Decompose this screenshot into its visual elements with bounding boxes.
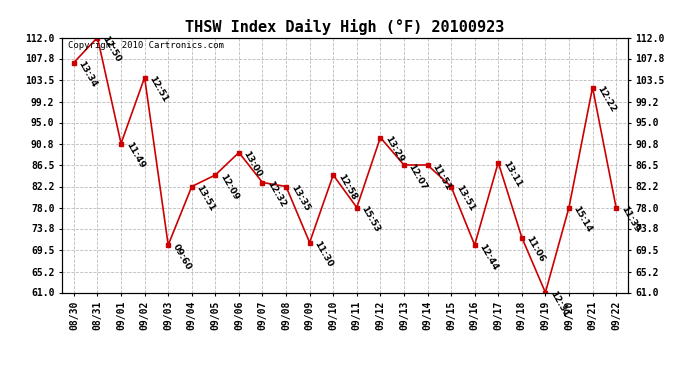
Text: 12:09: 12:09 <box>218 172 240 201</box>
Text: 11:39: 11:39 <box>619 205 641 234</box>
Text: 12:32: 12:32 <box>265 180 287 209</box>
Text: 12:31: 12:31 <box>548 290 570 319</box>
Text: 13:35: 13:35 <box>289 184 311 213</box>
Text: 13:00: 13:00 <box>241 150 264 179</box>
Text: 12:44: 12:44 <box>477 242 500 272</box>
Text: 15:14: 15:14 <box>572 205 594 234</box>
Text: 13:29: 13:29 <box>383 135 405 164</box>
Text: 13:51: 13:51 <box>195 184 217 213</box>
Text: 13:51: 13:51 <box>454 184 476 213</box>
Text: 11:06: 11:06 <box>524 235 546 264</box>
Text: 12:07: 12:07 <box>406 162 428 192</box>
Text: 09:60: 09:60 <box>171 242 193 272</box>
Text: 13:34: 13:34 <box>77 60 99 89</box>
Text: 11:49: 11:49 <box>124 141 146 170</box>
Text: 12:58: 12:58 <box>336 172 358 201</box>
Text: 12:51: 12:51 <box>148 75 170 104</box>
Text: 13:11: 13:11 <box>501 160 523 189</box>
Text: 12:50: 12:50 <box>100 35 122 64</box>
Text: 11:51: 11:51 <box>431 162 453 192</box>
Title: THSW Index Daily High (°F) 20100923: THSW Index Daily High (°F) 20100923 <box>186 19 504 35</box>
Text: 15:53: 15:53 <box>359 205 382 234</box>
Text: 12:22: 12:22 <box>595 85 618 114</box>
Text: 11:30: 11:30 <box>313 240 335 269</box>
Text: Copyright 2010 Cartronics.com: Copyright 2010 Cartronics.com <box>68 41 224 50</box>
